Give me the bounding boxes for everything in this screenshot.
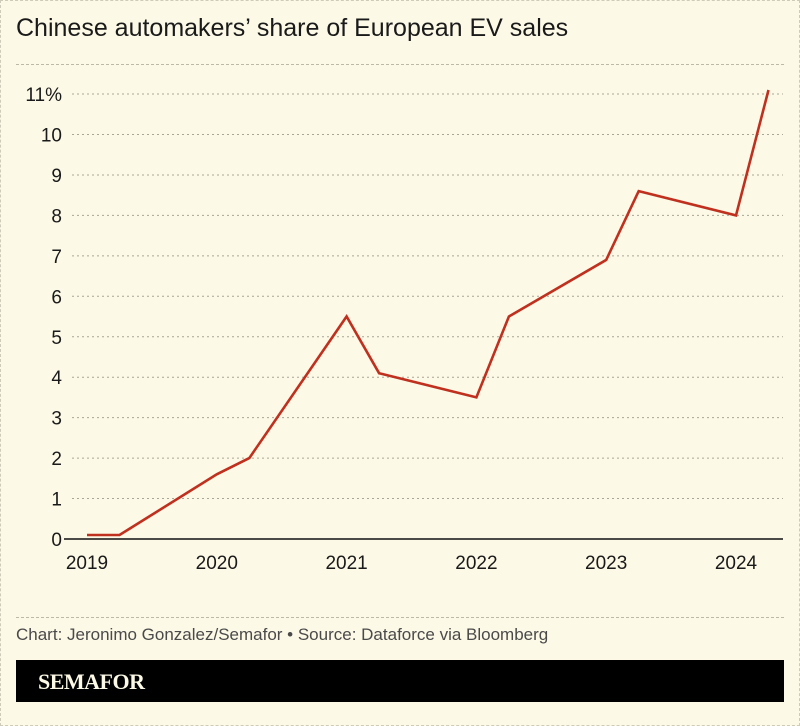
y-tick-label: 10 — [41, 126, 62, 147]
y-tick-label: 0 — [51, 530, 62, 551]
y-tick-label: 8 — [51, 206, 62, 227]
y-tick-label: 1 — [51, 490, 62, 511]
series-line — [87, 89, 770, 537]
x-tick-label: 2022 — [455, 553, 497, 574]
y-tick-label: 6 — [51, 287, 62, 308]
y-tick-label: 11% — [25, 85, 62, 106]
chart-credit: Chart: Jeronimo Gonzalez/Semafor • Sourc… — [16, 625, 549, 644]
y-tick-label: 9 — [51, 166, 62, 187]
footer-divider — [16, 617, 784, 618]
y-tick-label: 3 — [51, 409, 62, 430]
x-tick-label: 2021 — [325, 553, 367, 574]
y-tick-label: 5 — [51, 328, 62, 349]
line-chart: 0 1 2 3 4 5 6 7 8 9 10 11% 2019 2020 2021 2022 2023 2024 — [25, 85, 783, 574]
x-tick-label: 2024 — [715, 553, 758, 574]
x-tick-label: 2019 — [66, 553, 108, 574]
chart-title: Chinese automakers’ share of European EV… — [16, 14, 569, 42]
semafor-logo: SEMAFOR — [38, 669, 145, 694]
y-tick-label: 2 — [51, 449, 62, 470]
x-tick-label: 2020 — [196, 553, 238, 574]
y-tick-label: 7 — [51, 247, 62, 268]
x-tick-label: 2023 — [585, 553, 627, 574]
y-tick-label: 4 — [51, 368, 62, 389]
brand-bar: SEMAFOR — [16, 660, 784, 702]
title-divider — [16, 64, 784, 65]
